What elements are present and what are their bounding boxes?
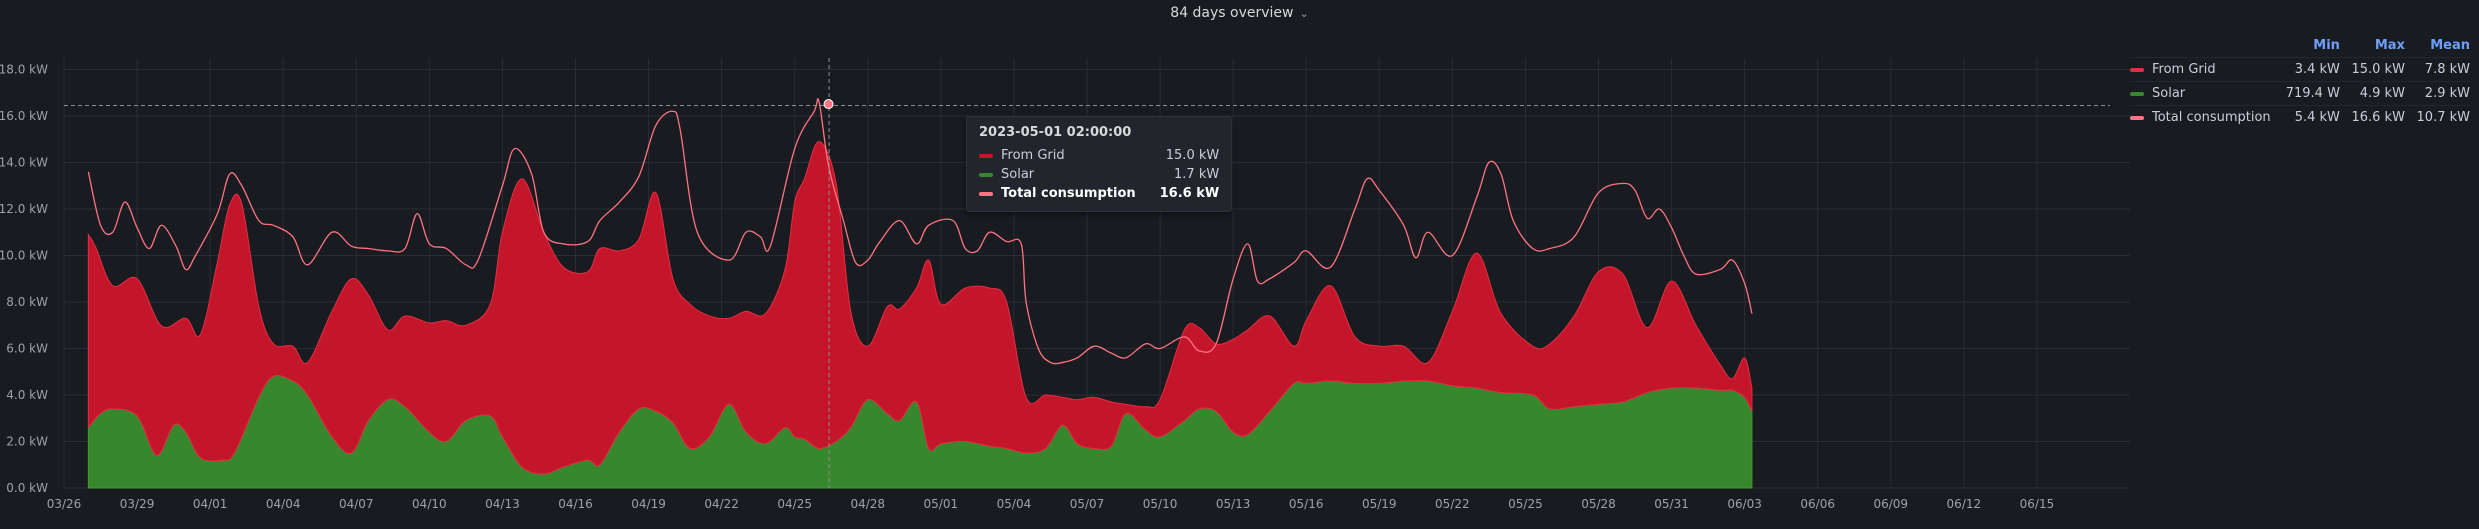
x-tick-label: 05/22 (1435, 497, 1470, 511)
y-tick-label: 6.0 kW (6, 342, 48, 356)
x-tick-label: 04/13 (485, 497, 520, 511)
y-tick-label: 18.0 kW (0, 63, 48, 77)
legend-max: 4.9 kW (2359, 86, 2405, 101)
tooltip-label: Total consumption (1001, 186, 1136, 201)
tooltip-value: 15.0 kW (1165, 148, 1220, 163)
legend-mean: 2.9 kW (2424, 86, 2470, 101)
x-tick-label: 05/28 (1581, 497, 1616, 511)
legend-max: 16.6 kW (2351, 110, 2405, 125)
hover-point (823, 99, 834, 110)
legend-label: From Grid (2152, 62, 2216, 77)
chevron-down-icon: ⌄ (1299, 6, 1309, 20)
x-tick-label: 04/28 (850, 497, 885, 511)
x-tick-label: 04/22 (704, 497, 739, 511)
x-tick-label: 06/06 (1800, 497, 1835, 511)
y-tick-label: 12.0 kW (0, 202, 48, 216)
x-tick-label: 05/01 (924, 497, 959, 511)
x-tick-label: 06/15 (2020, 497, 2055, 511)
y-tick-label: 16.0 kW (0, 109, 48, 123)
legend-header-max[interactable]: Max (2374, 38, 2405, 53)
x-tick-label: 03/26 (47, 497, 82, 511)
x-tick-label: 04/10 (412, 497, 447, 511)
tooltip-label: Solar (1001, 167, 1035, 182)
panel-title[interactable]: 84 days overview ⌄ (1170, 5, 1308, 21)
x-tick-label: 06/09 (1873, 497, 1908, 511)
tooltip-swatch (979, 191, 993, 196)
legend-table: Min Max Mean From Grid 3.4 kW 15.0 kW 7.… (2130, 36, 2470, 129)
legend-row-solar[interactable]: Solar 719.4 W 4.9 kW 2.9 kW (2130, 81, 2470, 106)
hover-tooltip: 2023-05-01 02:00:00 From Grid 15.0 kW So… (966, 116, 1233, 212)
x-tick-label: 04/04 (266, 497, 301, 511)
series-from-grid-area (87, 141, 1753, 475)
tooltip-row-from-grid: From Grid 15.0 kW (979, 146, 1219, 165)
legend-swatch-from-grid (2130, 67, 2144, 72)
tooltip-time: 2023-05-01 02:00:00 (979, 125, 1132, 140)
x-tick-label: 04/01 (193, 497, 228, 511)
y-tick-label: 14.0 kW (0, 156, 48, 170)
legend-header-min[interactable]: Min (2313, 38, 2340, 53)
x-tick-label: 06/03 (1727, 497, 1762, 511)
tooltip-value: 16.6 kW (1159, 186, 1220, 201)
x-tick-label: 05/13 (1216, 497, 1251, 511)
legend-mean: 7.8 kW (2424, 62, 2470, 77)
x-tick-label: 04/16 (558, 497, 593, 511)
x-tick-label: 04/19 (631, 497, 666, 511)
x-tick-label: 06/12 (1947, 497, 1982, 511)
x-tick-label: 05/25 (1508, 497, 1543, 511)
y-tick-label: 8.0 kW (6, 295, 48, 309)
legend-min: 719.4 W (2285, 86, 2340, 101)
x-tick-label: 05/31 (1654, 497, 1689, 511)
panel-title-text: 84 days overview (1170, 5, 1294, 21)
tooltip-label: From Grid (1001, 148, 1065, 163)
y-tick-label: 4.0 kW (6, 388, 48, 402)
panel-header: 84 days overview ⌄ (0, 0, 2479, 26)
legend-header-mean[interactable]: Mean (2430, 38, 2470, 53)
legend-swatch-solar (2130, 91, 2144, 96)
legend-mean: 10.7 kW (2416, 110, 2470, 125)
tooltip-value: 1.7 kW (1174, 167, 1220, 182)
legend-label: Solar (2152, 86, 2186, 101)
x-tick-label: 05/19 (1362, 497, 1397, 511)
tooltip-row-total: Total consumption 16.6 kW (979, 184, 1219, 203)
x-tick-label: 03/29 (120, 497, 155, 511)
y-tick-label: 10.0 kW (0, 249, 48, 263)
legend-min: 3.4 kW (2294, 62, 2340, 77)
x-tick-label: 05/04 (997, 497, 1032, 511)
x-tick-label: 05/16 (1289, 497, 1324, 511)
legend-row-from-grid[interactable]: From Grid 3.4 kW 15.0 kW 7.8 kW (2130, 57, 2470, 82)
legend-swatch-total (2130, 115, 2144, 120)
x-tick-label: 04/07 (339, 497, 374, 511)
tooltip-swatch (979, 172, 993, 177)
legend-max: 15.0 kW (2351, 62, 2405, 77)
legend-label: Total consumption (2152, 110, 2271, 125)
x-tick-label: 04/25 (777, 497, 812, 511)
series-total-consumption-line (87, 97, 1753, 365)
tooltip-row-solar: Solar 1.7 kW (979, 165, 1219, 184)
tooltip-swatch (979, 153, 993, 158)
legend-row-total-consumption[interactable]: Total consumption 5.4 kW 16.6 kW 10.7 kW (2130, 105, 2470, 130)
x-tick-label: 05/07 (1070, 497, 1105, 511)
legend-header-name (2130, 36, 2274, 58)
legend-min: 5.4 kW (2294, 110, 2340, 125)
y-tick-label: 0.0 kW (6, 481, 48, 495)
y-tick-label: 2.0 kW (6, 435, 48, 449)
x-tick-label: 05/10 (1143, 497, 1178, 511)
